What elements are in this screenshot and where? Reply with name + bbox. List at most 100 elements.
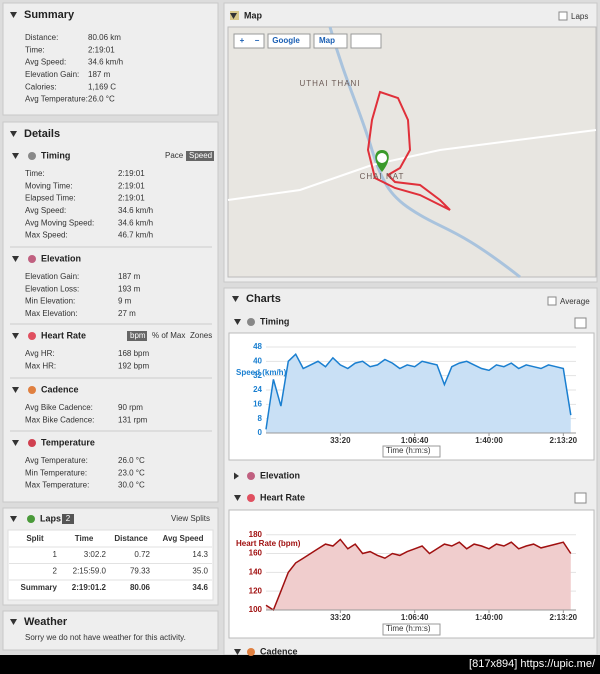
zoom-control[interactable] <box>233 33 265 49</box>
laps-table <box>7 529 214 601</box>
y-tick-label: 40 <box>253 356 262 365</box>
row-value: 168 bpm <box>118 349 149 358</box>
option: Speed <box>189 151 212 160</box>
column-header: Avg Speed <box>162 534 203 543</box>
cell: 2:19:01.2 <box>72 583 107 592</box>
toggle[interactable] <box>12 387 19 393</box>
y-tick-label: 0 <box>258 428 263 437</box>
panel-title: Map <box>244 10 263 20</box>
row-label: Max Speed: <box>25 231 68 240</box>
row-label: Avg Speed: <box>25 206 66 215</box>
row-value: 187 m <box>88 70 111 79</box>
map[interactable] <box>227 26 597 278</box>
row-value: 23.0 °C <box>118 468 145 477</box>
river <box>328 26 521 279</box>
option-selected[interactable] <box>127 331 147 341</box>
average-label: Average <box>560 297 590 306</box>
toggle[interactable] <box>10 12 17 18</box>
row-label: Elevation Gain: <box>25 70 79 79</box>
toggle[interactable] <box>232 296 239 302</box>
layer-google[interactable] <box>267 33 311 49</box>
row-value: 46.7 km/h <box>118 231 153 240</box>
layer-menu[interactable] <box>350 33 382 49</box>
row-value: 9 m <box>118 297 132 306</box>
row-value: 1,169 C <box>88 82 116 91</box>
toggle[interactable] <box>10 131 17 137</box>
area <box>266 539 571 610</box>
option-selected[interactable] <box>186 151 214 161</box>
icon <box>28 255 36 263</box>
toggle[interactable] <box>234 495 241 501</box>
marker-dot <box>377 153 387 163</box>
toggle[interactable] <box>230 13 237 19</box>
toggle[interactable] <box>12 333 19 339</box>
details-panel <box>2 121 219 503</box>
badge <box>62 514 74 524</box>
place-label: UTHAI THANI <box>299 79 360 88</box>
x-tick-label: 1:40:00 <box>475 436 503 445</box>
y-tick-label: 140 <box>249 567 263 576</box>
icon <box>27 515 35 523</box>
row-label: Avg Speed: <box>25 58 66 67</box>
x-selector[interactable] <box>382 623 441 636</box>
row-label: Max Elevation: <box>25 309 77 318</box>
cell: 14.3 <box>192 550 208 559</box>
cell: 35.0 <box>192 567 208 576</box>
section-title: Heart Rate <box>260 492 305 502</box>
row-label: Elevation Gain: <box>25 272 79 281</box>
option: Zones <box>190 331 212 340</box>
toggle[interactable] <box>12 153 19 159</box>
panel-title: Summary <box>24 9 75 21</box>
row-label: Time: <box>25 45 45 54</box>
laps-checkbox[interactable] <box>558 11 568 21</box>
map-control: Map <box>319 36 335 45</box>
toggle[interactable] <box>234 649 241 655</box>
x-tick-label: 1:06:40 <box>401 613 429 622</box>
section-title: Cadence <box>260 646 298 656</box>
x-axis-label: Time (h:m:s) <box>386 446 431 455</box>
weather-message: Sorry we do not have weather for this ac… <box>25 633 186 642</box>
column-header: Split <box>26 534 44 543</box>
expand-button[interactable] <box>574 317 587 329</box>
average-checkbox[interactable] <box>547 296 557 306</box>
expand-button[interactable] <box>574 492 587 504</box>
section-title: Heart Rate <box>41 330 86 340</box>
row-value: 26.0 °C <box>88 95 115 104</box>
toggle[interactable] <box>12 440 19 446</box>
row-label: Avg Bike Cadence: <box>25 403 93 412</box>
cell: 34.6 <box>192 583 208 592</box>
x-tick-label: 33:20 <box>330 436 351 445</box>
row-value: 34.6 km/h <box>118 206 153 215</box>
icon <box>247 494 255 502</box>
option: bpm <box>130 331 146 340</box>
toggle[interactable] <box>234 472 239 480</box>
x-selector[interactable] <box>382 445 441 458</box>
lap-count: 2 <box>66 514 71 523</box>
y-tick-label: 24 <box>253 385 262 394</box>
icon <box>247 472 255 480</box>
layer-map[interactable] <box>313 33 348 49</box>
row-value: 187 m <box>118 272 141 281</box>
toggle[interactable] <box>12 256 19 262</box>
cell: 80.06 <box>130 583 151 592</box>
x-tick-label: 33:20 <box>330 613 351 622</box>
toggle[interactable] <box>234 319 241 325</box>
icon <box>247 648 255 656</box>
cell: 2:15:59.0 <box>73 567 107 576</box>
icon <box>28 386 36 394</box>
panel-title: Charts <box>246 293 281 305</box>
row-value: 2:19:01 <box>118 194 145 203</box>
row-label: Avg Temperature: <box>25 95 88 104</box>
cell: 79.33 <box>130 567 151 576</box>
x-tick-label: 2:13:20 <box>550 436 578 445</box>
toggle[interactable] <box>10 619 17 625</box>
toggle[interactable] <box>10 516 17 522</box>
section-title: Timing <box>260 316 289 326</box>
x-tick-label: 1:40:00 <box>475 613 503 622</box>
x-tick-label: 1:06:40 <box>401 436 429 445</box>
panel-title: Details <box>24 128 60 140</box>
section-title: Elevation <box>260 470 300 480</box>
row-label: Avg Moving Speed: <box>25 218 94 227</box>
map-control: Google <box>272 36 300 45</box>
